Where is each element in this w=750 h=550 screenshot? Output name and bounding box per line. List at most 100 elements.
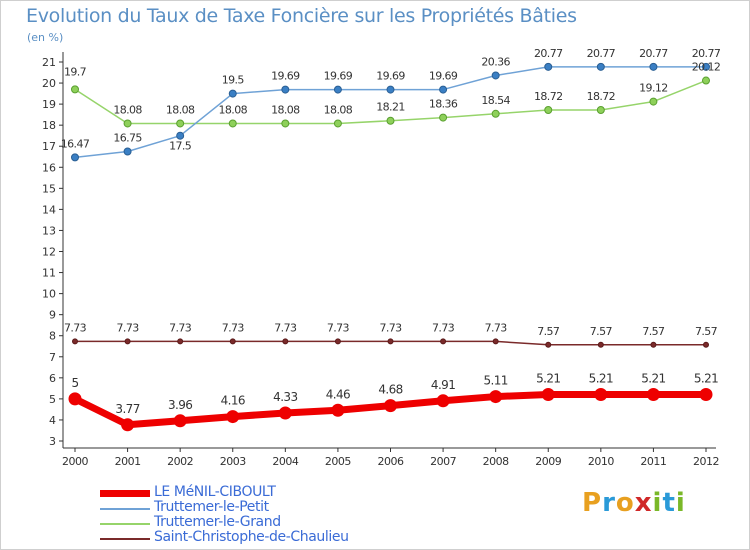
data-point [544,62,553,71]
legend-item-le-menil-ciboult: LE MéNIL-CIBOULT [100,484,430,501]
data-label: 19.7 [64,65,87,78]
logo-letter: t [662,488,676,518]
data-point [333,119,342,128]
data-label: 20.77 [692,47,721,60]
data-label: 7.73 [169,321,192,334]
data-label: 7.73 [432,321,455,334]
data-point [281,119,290,128]
x-tick-label: 2000 [62,455,88,468]
data-point [649,62,658,71]
data-label: 16.75 [113,131,142,144]
data-label: 18.21 [376,101,405,114]
data-label: 18.08 [166,103,195,116]
data-point [386,85,395,94]
legend-item-truttemer-le-petit: Truttemer-le-Petit [100,499,430,516]
data-point [176,119,185,128]
data-point [597,341,604,348]
data-point [71,153,79,162]
data-point [226,410,240,424]
legend-swatch [100,538,150,540]
data-point [387,338,394,345]
legend-label: LE MéNIL-CIBOULT [154,484,276,500]
data-label: 20.77 [639,47,668,60]
data-label: 20.12 [692,61,721,74]
data-label: 18.08 [219,103,248,116]
data-label: 18.72 [587,90,616,103]
data-point [282,338,289,345]
data-point [596,62,605,71]
y-tick-label: 21 [42,56,56,69]
data-label: 19.69 [429,70,458,83]
y-tick-label: 14 [42,203,56,216]
data-point [68,392,82,406]
x-tick-label: 2004 [272,455,298,468]
data-point [439,113,448,122]
data-label: 7.57 [695,325,718,338]
data-label: 18.08 [324,103,353,116]
data-label: 7.57 [642,325,665,338]
data-point [596,106,605,115]
logo-letter: i [675,488,686,518]
data-point [650,341,657,348]
data-label: 4.91 [431,378,455,392]
legend-swatch [100,490,150,497]
legend: LE MéNIL-CIBOULT Truttemer-le-Petit Trut… [100,484,430,546]
data-point [331,403,345,417]
data-label: 7.73 [274,321,297,334]
proxiti-logo: Proxiti [582,488,686,518]
data-label: 19.69 [376,70,405,83]
y-tick-label: 19 [42,98,56,111]
data-label: 19.69 [324,70,353,83]
legend-label: Truttemer-le-Grand [154,514,281,530]
data-point [702,76,710,85]
data-point [71,85,79,94]
data-label: 18.72 [534,90,563,103]
data-label: 7.57 [537,325,560,338]
data-point [491,109,500,118]
x-tick-label: 2012 [693,455,719,468]
data-label: 7.73 [64,321,87,334]
y-tick-label: 15 [42,182,56,195]
data-point [541,387,555,401]
data-label: 5.21 [694,371,718,385]
data-point [228,119,237,128]
chart-title: Evolution du Taux de Taxe Foncière sur l… [26,5,577,27]
y-tick-label: 11 [42,267,56,280]
y-tick-label: 13 [42,224,56,237]
data-point [439,85,448,94]
data-label: 7.73 [379,321,402,334]
data-point [123,119,132,128]
y-tick-label: 17 [42,140,56,153]
data-point [334,338,341,345]
data-point [489,390,503,404]
logo-letter: i [652,488,663,518]
y-tick-label: 5 [49,393,56,406]
data-point [123,147,132,156]
data-point [173,414,187,428]
data-point [544,106,553,115]
data-point [333,85,342,94]
unit-label: (en %) [27,31,64,44]
data-label: 4.46 [326,387,350,401]
data-label: 7.73 [327,321,350,334]
legend-swatch [100,523,150,525]
data-point [72,338,78,345]
data-point [281,85,290,94]
data-point [702,62,710,71]
data-label: 3.96 [168,398,192,412]
data-point [176,131,185,140]
y-tick-label: 18 [42,119,56,132]
data-point [646,387,660,401]
data-point [177,338,184,345]
data-label: 5.11 [484,374,508,388]
data-label: 4.33 [273,390,297,404]
data-point [699,387,713,401]
legend-label: Saint-Christophe-de-Chaulieu [154,529,349,545]
y-tick-label: 3 [49,435,56,448]
y-tick-label: 7 [49,351,56,364]
x-tick-label: 2001 [115,455,141,468]
y-tick-label: 6 [49,372,56,385]
legend-label: Truttemer-le-Petit [154,499,269,515]
